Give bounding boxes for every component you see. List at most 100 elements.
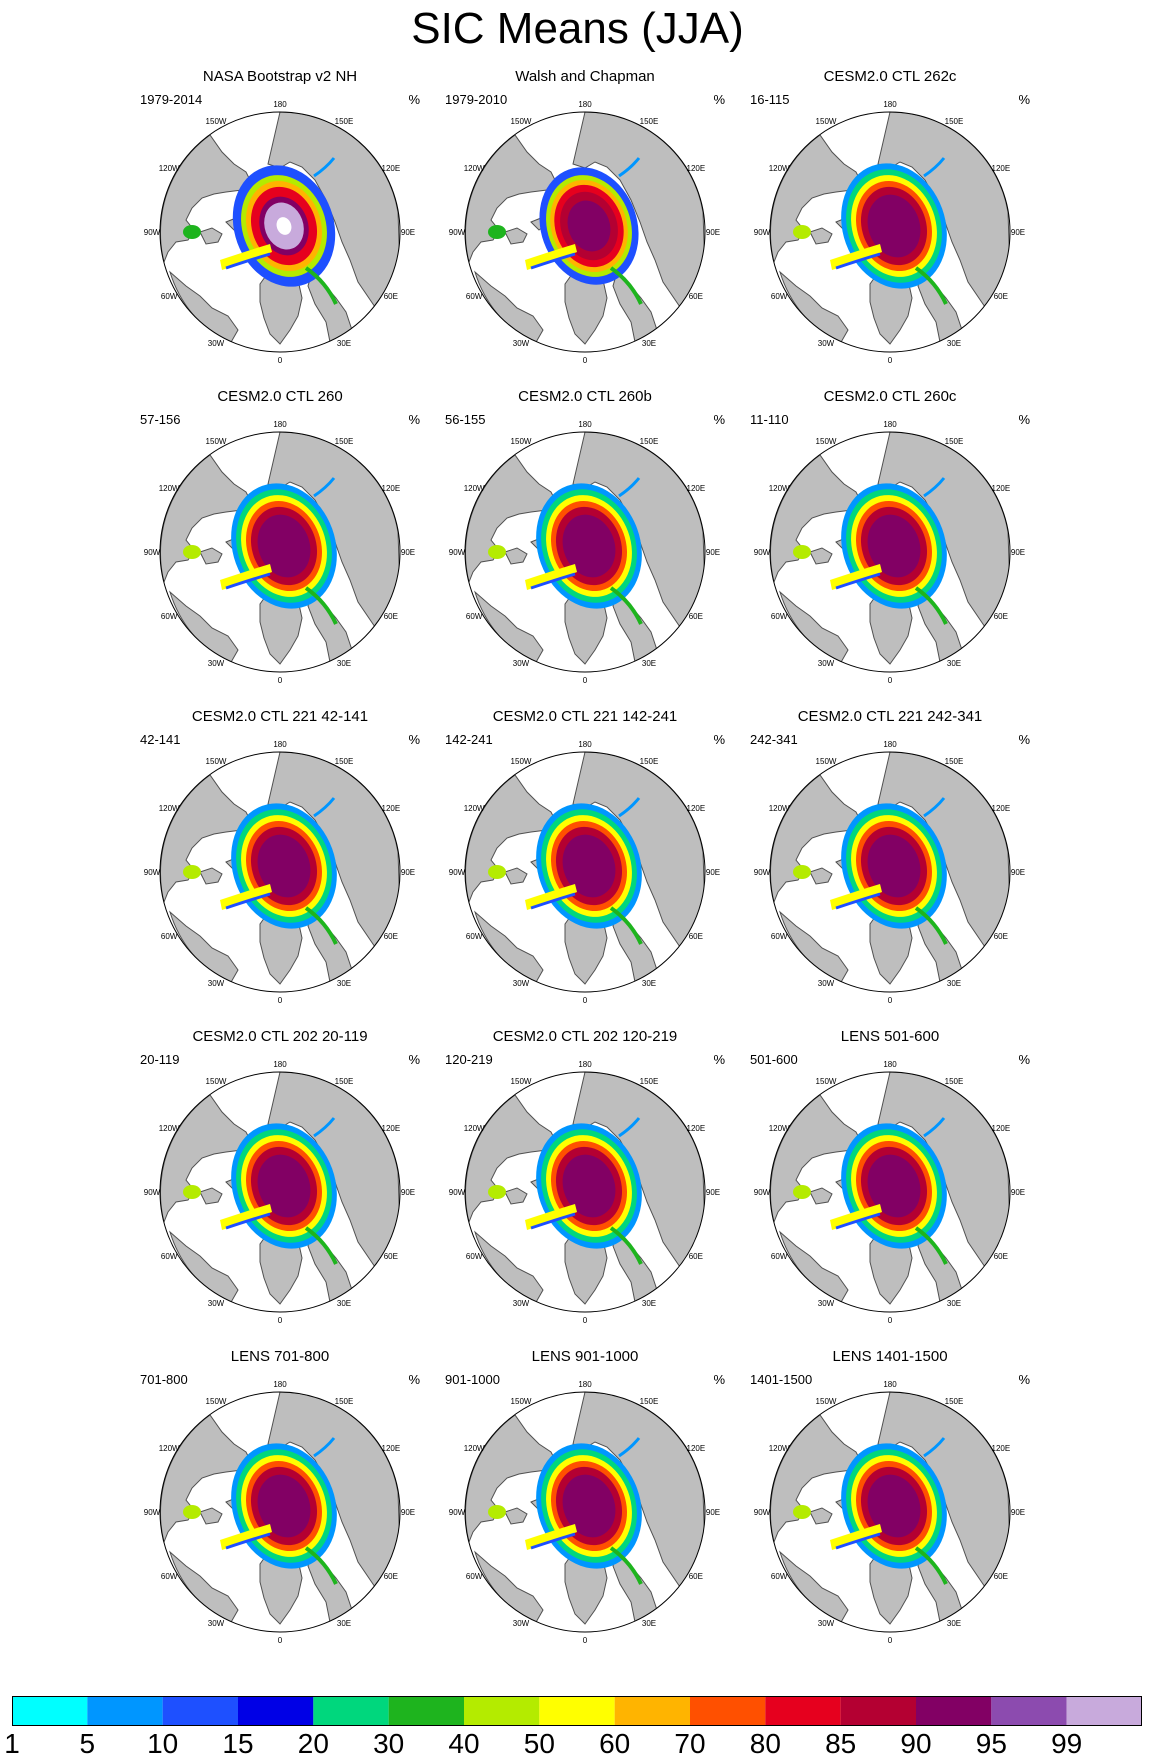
land-mass xyxy=(199,1507,223,1525)
longitude-label: 120E xyxy=(687,164,706,173)
longitude-label: 120W xyxy=(769,164,790,173)
panel-title: CESM2.0 CTL 221 242-341 xyxy=(797,708,983,725)
ice-patch xyxy=(304,586,338,625)
sea-ice-field xyxy=(793,797,948,945)
panel-title: CESM2.0 CTL 260c xyxy=(823,388,957,405)
colorbar-swatch xyxy=(690,1696,766,1726)
longitude-label: 150W xyxy=(511,757,532,766)
ice-patch xyxy=(525,884,577,910)
longitude-label: 150E xyxy=(945,117,964,126)
colorbar-swatch xyxy=(464,1696,540,1726)
ice-patch xyxy=(835,572,881,590)
polar-map: 180 150E 120E 90E 60E 30E 0 30W 60W 90W 120W 150W xyxy=(449,740,720,1005)
ice-patch xyxy=(304,906,338,945)
map-boundary xyxy=(159,431,401,673)
longitude-label: 120W xyxy=(769,484,790,493)
longitude-label: 60E xyxy=(384,292,398,301)
colorbar-swatch xyxy=(916,1696,992,1726)
panel-title: LENS 901-1000 xyxy=(531,1348,639,1365)
map-panel: 180 150E 120E 90E 60E 30E 0 30W 60W 90W 120W 150W CE… xyxy=(130,388,430,692)
sea-ice-field xyxy=(488,1117,643,1265)
colorbar-label: 70 xyxy=(674,1728,706,1759)
map-panel: 180 150E 120E 90E 60E 30E 0 30W 60W 90W 120W 150W CE… xyxy=(740,708,1040,1012)
panel-unit: % xyxy=(408,732,420,747)
ice-patch xyxy=(220,564,272,590)
ice-patch xyxy=(225,1532,271,1550)
longitude-label: 180 xyxy=(273,1060,287,1069)
longitude-label: 0 xyxy=(888,1636,893,1645)
ice-patch xyxy=(923,1437,946,1458)
longitude-label: 90W xyxy=(449,548,466,557)
longitude-label: 180 xyxy=(578,740,592,749)
ice-patch xyxy=(793,545,811,559)
longitude-label: 180 xyxy=(578,1060,592,1069)
longitude-label: 30W xyxy=(818,659,835,668)
longitude-label: 150W xyxy=(511,117,532,126)
panel-title: Walsh and Chapman xyxy=(515,68,655,85)
ice-contour xyxy=(562,1154,616,1218)
longitude-label: 90E xyxy=(1011,1508,1025,1517)
sea-ice-field xyxy=(183,157,338,305)
colorbar-label: 50 xyxy=(523,1728,555,1759)
longitude-label: 60E xyxy=(384,612,398,621)
longitude-label: 90E xyxy=(706,1508,720,1517)
colorbar-swatch xyxy=(87,1696,163,1726)
ice-contour xyxy=(867,834,921,898)
ice-contour xyxy=(257,1154,311,1218)
longitude-label: 120W xyxy=(769,1124,790,1133)
map-panel: 180 150E 120E 90E 60E 30E 0 30W 60W 90W 120W 150W NA… xyxy=(130,68,430,372)
ice-patch xyxy=(530,892,576,910)
longitude-label: 60W xyxy=(466,292,483,301)
longitude-label: 0 xyxy=(583,1636,588,1645)
longitude-label: 150W xyxy=(816,1077,837,1086)
longitude-label: 90W xyxy=(144,1188,161,1197)
ice-patch xyxy=(914,1226,948,1265)
polar-map: 180 150E 120E 90E 60E 30E 0 30W 60W 90W 120W 150W xyxy=(144,100,415,365)
ice-patch xyxy=(304,1546,338,1585)
ice-patch xyxy=(225,252,271,270)
colorbar-swatch xyxy=(388,1696,464,1726)
map-panel: 180 150E 120E 90E 60E 30E 0 30W 60W 90W 120W 150W CE… xyxy=(435,388,735,692)
ice-patch xyxy=(914,586,948,625)
longitude-label: 120E xyxy=(992,804,1011,813)
longitude-label: 150W xyxy=(206,1397,227,1406)
longitude-label: 0 xyxy=(278,356,283,365)
ice-patch xyxy=(488,865,506,879)
map-panel: 180 150E 120E 90E 60E 30E 0 30W 60W 90W 120W 150W LE… xyxy=(130,1348,430,1652)
longitude-label: 30W xyxy=(208,979,225,988)
longitude-label: 150E xyxy=(640,437,659,446)
ice-patch xyxy=(530,572,576,590)
ice-contour xyxy=(867,1474,921,1538)
longitude-label: 30E xyxy=(642,339,656,348)
longitude-label: 30E xyxy=(947,659,961,668)
panel-years: 901-1000 xyxy=(445,1372,500,1387)
land-mass xyxy=(199,227,223,245)
colorbar-swatch xyxy=(1066,1696,1142,1726)
longitude-label: 30W xyxy=(818,979,835,988)
panel-years: 242-341 xyxy=(750,732,798,747)
colorbar-label: 95 xyxy=(975,1728,1007,1759)
colorbar-label: 10 xyxy=(147,1728,179,1759)
longitude-label: 30W xyxy=(208,1619,225,1628)
colorbar-label: 20 xyxy=(297,1728,329,1759)
colorbar-label: 30 xyxy=(373,1728,405,1759)
ice-contour xyxy=(562,1474,616,1538)
map-boundary xyxy=(769,1071,1011,1313)
sea-ice-field xyxy=(183,1437,338,1585)
panel-title: CESM2.0 CTL 202 120-219 xyxy=(492,1028,678,1045)
land-mass xyxy=(199,1187,223,1205)
longitude-label: 120W xyxy=(464,484,485,493)
longitude-label: 60E xyxy=(994,292,1008,301)
ice-patch xyxy=(183,1185,201,1199)
ice-patch xyxy=(923,477,946,498)
longitude-label: 150E xyxy=(945,1077,964,1086)
longitude-label: 150E xyxy=(945,1397,964,1406)
longitude-label: 30W xyxy=(818,339,835,348)
longitude-label: 120W xyxy=(769,1444,790,1453)
panel-unit: % xyxy=(713,732,725,747)
ice-patch xyxy=(609,906,643,945)
ice-patch xyxy=(835,1212,881,1230)
land-mass xyxy=(504,1507,528,1525)
longitude-label: 60W xyxy=(466,1252,483,1261)
polar-map: 180 150E 120E 90E 60E 30E 0 30W 60W 90W 120W 150W xyxy=(144,420,415,685)
